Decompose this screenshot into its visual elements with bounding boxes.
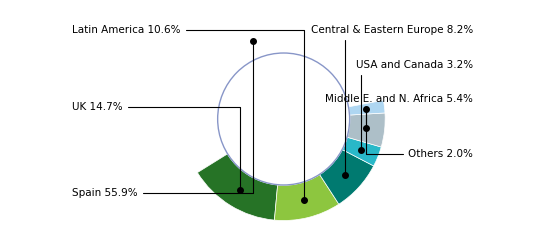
- Wedge shape: [274, 174, 339, 221]
- Text: Middle E. and N. Africa 5.4%: Middle E. and N. Africa 5.4%: [325, 94, 473, 125]
- Text: Latin America 10.6%: Latin America 10.6%: [72, 25, 304, 197]
- Wedge shape: [319, 149, 374, 204]
- Wedge shape: [347, 113, 385, 147]
- Text: Central & Eastern Europe 8.2%: Central & Eastern Europe 8.2%: [311, 25, 473, 172]
- Text: Spain 55.9%: Spain 55.9%: [72, 44, 253, 198]
- Text: UK 14.7%: UK 14.7%: [72, 102, 240, 187]
- Text: Others 2.0%: Others 2.0%: [366, 112, 473, 159]
- Wedge shape: [342, 137, 381, 166]
- Wedge shape: [197, 154, 277, 220]
- Circle shape: [217, 53, 350, 185]
- Text: USA and Canada 3.2%: USA and Canada 3.2%: [356, 60, 473, 147]
- Wedge shape: [182, 17, 384, 173]
- Wedge shape: [348, 100, 385, 115]
